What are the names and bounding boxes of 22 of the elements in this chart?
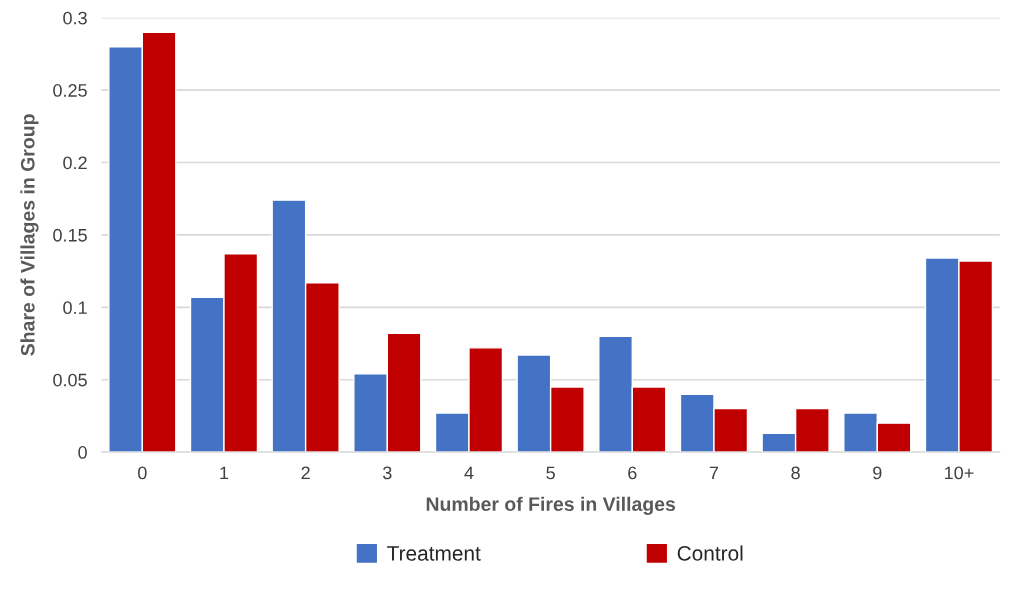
x-tick-label: 5 xyxy=(546,466,555,480)
x-tick-label: 4 xyxy=(464,466,474,480)
y-tick-label: 0.15 xyxy=(53,228,87,242)
y-tick-label: 0.3 xyxy=(63,11,87,25)
x-tick-label: 10+ xyxy=(945,466,974,480)
legend-label: Treatment xyxy=(387,546,481,561)
y-tick-label: 0.1 xyxy=(63,301,87,315)
x-tick-label: 8 xyxy=(791,466,800,480)
y-tick-label: 0 xyxy=(78,446,87,459)
x-tick-label: 6 xyxy=(628,466,637,480)
legend-label: Control xyxy=(677,545,743,561)
y-tick-label: 0.25 xyxy=(53,84,87,97)
x-tick-label: 3 xyxy=(382,466,392,480)
x-axis-title: Number of Fires in Villages xyxy=(426,496,676,515)
x-tick-label: 2 xyxy=(301,466,310,480)
x-tick-label: 9 xyxy=(873,466,882,480)
y-tick-label: 0.05 xyxy=(53,373,87,387)
y-tick-label: 0.2 xyxy=(63,156,87,170)
x-tick-label: 1 xyxy=(220,466,229,480)
y-axis-title: Share of Villages in Group xyxy=(20,114,39,356)
x-tick-label: 7 xyxy=(709,466,719,480)
x-tick-label: 0 xyxy=(138,466,147,480)
